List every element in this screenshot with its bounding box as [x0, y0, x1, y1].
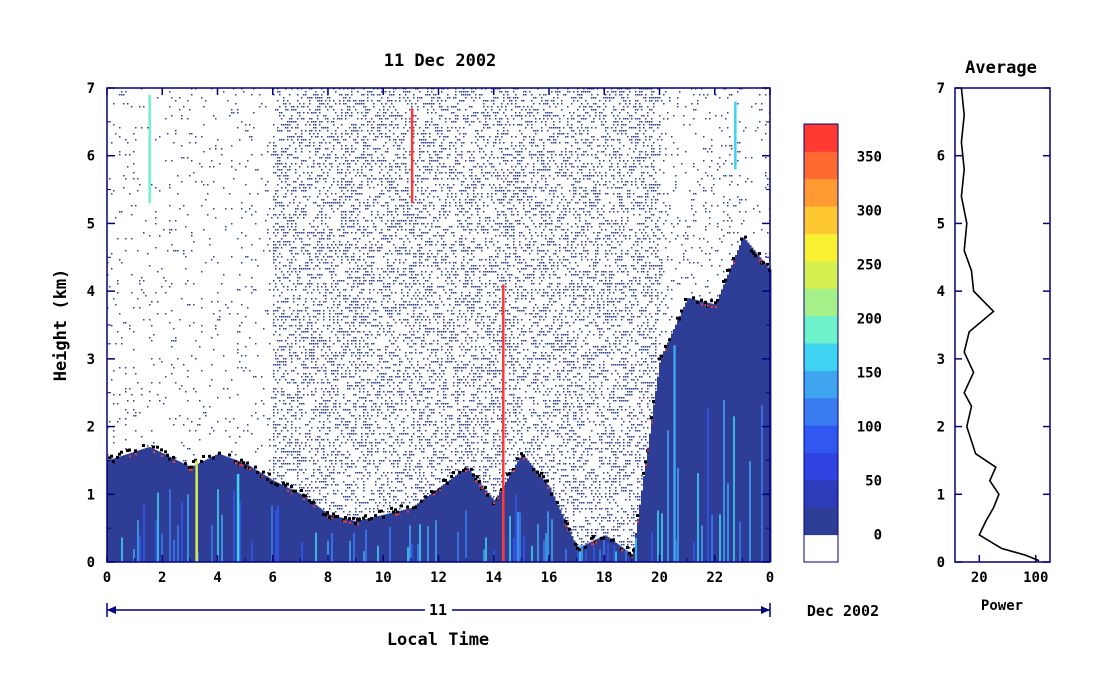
- x-tick-label: 4: [213, 570, 221, 586]
- colorbar-segment: [804, 288, 838, 317]
- y-tick-label: 6: [87, 149, 95, 165]
- colorbar-tick-label: 150: [857, 366, 882, 382]
- average-y-tick-label: 2: [937, 420, 945, 436]
- date-suffix-label: Dec 2002: [807, 602, 879, 620]
- colorbar-segment: [804, 315, 838, 344]
- colorbar-tick-label: 200: [857, 312, 882, 328]
- average-y-tick-label: 1: [937, 487, 945, 503]
- colorbar-segment: [804, 151, 838, 180]
- colorbar-segment: [804, 397, 838, 426]
- y-tick-label: 3: [87, 352, 95, 368]
- heatmap-field: [107, 88, 772, 563]
- date-bar-day-label: 11: [429, 601, 447, 619]
- colorbar-tick-label: 300: [857, 203, 882, 219]
- x-tick-label: 12: [430, 570, 447, 586]
- date-bar: 11 Dec 2002: [106, 601, 879, 620]
- colorbar-segment: [804, 206, 838, 234]
- average-profile-panel: 0 1 2 3 4 5 6 7 20 100: [937, 81, 1051, 586]
- average-y-tick-label: 6: [937, 149, 945, 165]
- x-tick-label: 2: [158, 570, 166, 586]
- y-tick-label: 7: [87, 81, 95, 97]
- y-tick-label: 4: [87, 284, 95, 300]
- y-tick-label: 0: [87, 555, 95, 571]
- colorbar-tick-label: 0: [874, 528, 882, 544]
- colorbar-segment: [804, 178, 838, 207]
- average-plot-frame: [954, 87, 1051, 563]
- x-tick-label: 20: [651, 570, 668, 586]
- average-x-tick-label: 20: [971, 570, 988, 586]
- date-bar-right-arrow: [761, 606, 770, 614]
- colorbar-tick-label: 100: [857, 420, 882, 436]
- average-y-tick-label: 4: [937, 284, 945, 300]
- chart-title: 11 Dec 2002: [384, 51, 497, 71]
- y-tick-label: 5: [87, 216, 95, 232]
- colorbar-segment: [804, 534, 838, 563]
- x-tick-label: 10: [375, 570, 392, 586]
- average-y-tick-label: 7: [937, 81, 945, 97]
- colorbar-tick-label: 250: [857, 257, 882, 273]
- average-y-tick-label: 3: [937, 352, 945, 368]
- colorbar-segment: [804, 452, 838, 481]
- average-panel-title: Average: [965, 58, 1037, 78]
- x-tick-label: 6: [269, 570, 277, 586]
- colorbar-segment: [804, 479, 838, 508]
- average-y-tick-label: 0: [937, 555, 945, 571]
- colorbar-segment: [804, 425, 838, 453]
- average-power-profile-line: [960, 87, 1040, 562]
- y-tick-label: 2: [87, 420, 95, 436]
- colorbar-tick-label: 50: [865, 474, 882, 490]
- colorbar-segment: [804, 124, 838, 152]
- average-y-tick-label: 5: [937, 216, 945, 232]
- date-bar-left-arrow: [107, 606, 116, 614]
- x-axis-label: Local Time: [387, 630, 489, 650]
- colorbar-frame: [803, 123, 839, 563]
- colorbar-segment: [804, 260, 838, 289]
- colorbar: 0 50 100 150 200 250 300 350: [803, 123, 882, 563]
- average-x-tick-label: 100: [1023, 570, 1048, 586]
- x-tick-label: 18: [596, 570, 613, 586]
- y-axis-label: Height (km): [51, 269, 71, 382]
- colorbar-segment: [804, 343, 838, 371]
- x-tick-label: 8: [324, 570, 332, 586]
- y-tick-label: 1: [87, 487, 95, 503]
- x-tick-label: 16: [541, 570, 558, 586]
- colorbar-segment: [804, 233, 838, 262]
- colorbar-segment: [804, 370, 838, 399]
- colorbar-segment: [804, 507, 838, 536]
- x-tick-label: 14: [485, 570, 502, 586]
- plot-frame: [106, 87, 771, 563]
- x-tick-label: 22: [706, 570, 723, 586]
- x-tick-label: 0: [766, 570, 774, 586]
- colorbar-tick-label: 350: [857, 149, 882, 165]
- x-tick-label: 0: [103, 570, 111, 586]
- average-x-axis-label: Power: [981, 598, 1023, 614]
